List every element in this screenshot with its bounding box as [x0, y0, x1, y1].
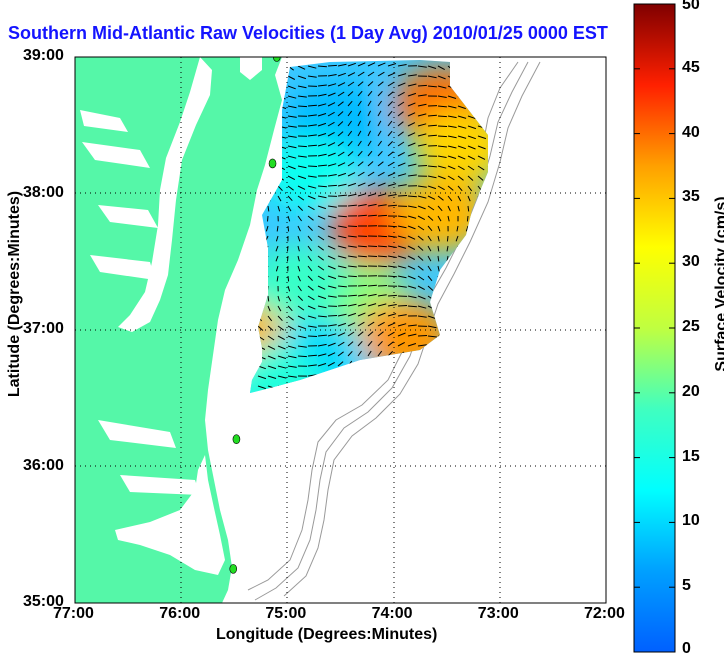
- y-axis-label: Latitude (Degrees:Minutes): [6, 190, 23, 398]
- station-marker: [272, 57, 281, 62]
- colorbar: [633, 3, 676, 653]
- colorbar-label: Surface Velocity (cm/s): [713, 196, 724, 372]
- colorbar-tick-label: 30: [682, 253, 700, 271]
- y-tick-label: 38:00: [23, 183, 64, 201]
- colorbar-tick-label: 45: [682, 58, 700, 76]
- x-axis-label: Longitude (Degrees:Minutes): [216, 626, 438, 643]
- y-tick-label: 37:00: [23, 320, 64, 337]
- x-tick-label: 75:00: [265, 605, 307, 622]
- colorbar-tick-label: 40: [682, 123, 700, 141]
- map-title: Southern Mid-Atlantic Raw Velocities (1 …: [8, 23, 608, 43]
- x-tick-label: 73:00: [477, 605, 519, 622]
- gridlines: [75, 57, 606, 603]
- station-marker: [229, 564, 238, 574]
- colorbar-tick-label: 15: [682, 447, 700, 465]
- colorbar-tick-label: 0: [682, 640, 691, 657]
- velocity-region: [393, 175, 488, 252]
- x-tick-label: 76:00: [159, 605, 201, 622]
- x-tick-label: 77:00: [53, 605, 94, 622]
- velocity-region: [250, 244, 347, 321]
- station-marker: [232, 434, 241, 445]
- colorbar-tick-label: 25: [682, 318, 700, 335]
- x-tick-label: 74:00: [371, 605, 413, 622]
- station-marker: [268, 158, 277, 169]
- colorbar-tick-label: 5: [682, 577, 691, 595]
- colorbar-tick-label: 10: [682, 512, 700, 530]
- y-tick-label: 36:00: [23, 456, 64, 474]
- y-tick-label: 35:00: [23, 593, 64, 610]
- colorbar-tick-label: 50: [682, 0, 700, 13]
- colorbar-tick-label: 20: [682, 382, 700, 400]
- chesapeake-bay: [118, 57, 212, 332]
- y-tick-label: 39:00: [23, 47, 64, 64]
- colorbar-tick-label: 35: [682, 188, 700, 206]
- pamlico-sound: [115, 455, 225, 575]
- x-tick-label: 72:00: [584, 605, 625, 622]
